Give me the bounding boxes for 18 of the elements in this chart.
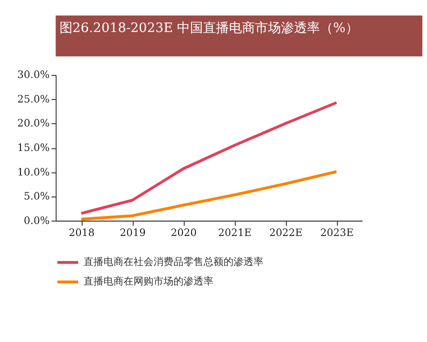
y-tick-label: 30.0%	[17, 70, 50, 82]
x-tick-label: 2021E	[218, 228, 252, 239]
x-tick-label: 2020	[170, 228, 197, 239]
y-tick-label: 25.0%	[17, 94, 50, 106]
y-tick-label: 20.0%	[17, 118, 50, 130]
y-tick-label: 0.0%	[24, 216, 50, 227]
legend-label: 直播电商在网购市场的渗透率	[84, 276, 214, 288]
x-tick-label: 2018	[68, 228, 95, 239]
chart-title: 图26.2018-2023E 中国直播电商市场渗透率（%）	[59, 20, 358, 36]
legend-label: 直播电商在社会消费品零售总额的渗透率	[84, 256, 264, 268]
line-series	[80, 170, 338, 221]
x-tick-label: 2022E	[269, 228, 303, 239]
line-series	[80, 101, 338, 215]
y-tick-label: 10.0%	[17, 167, 50, 178]
y-tick-label: 15.0%	[17, 143, 50, 154]
x-tick-label: 2019	[120, 228, 146, 239]
y-tick-label: 5.0%	[24, 192, 50, 203]
x-tick-label: 2023E	[320, 228, 354, 239]
